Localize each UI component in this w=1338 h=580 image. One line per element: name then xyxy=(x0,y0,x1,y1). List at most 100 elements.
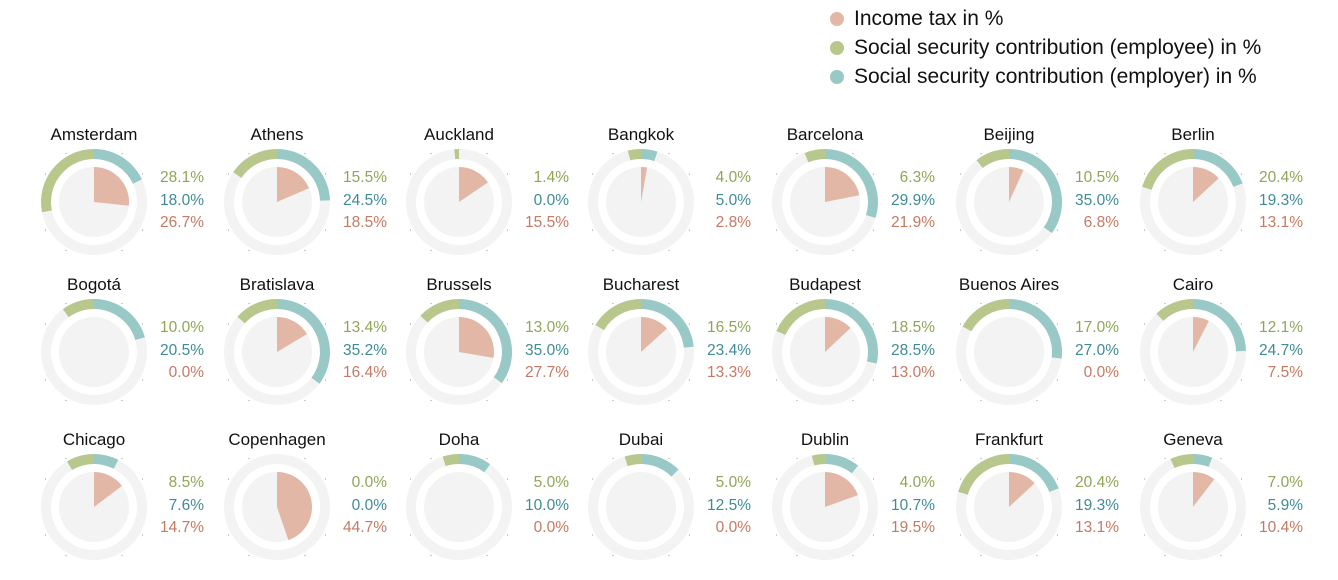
donut-chart xyxy=(955,454,1062,560)
employer-arc xyxy=(277,299,330,384)
tick-dot xyxy=(506,323,509,325)
tick-dot xyxy=(44,478,47,480)
tick-dot xyxy=(65,457,67,460)
employee-arc xyxy=(804,149,825,163)
tick-dot xyxy=(1220,399,1222,402)
employee-arc xyxy=(1142,149,1193,190)
city-chart-budapest: Budapest 18.5% 28.5% 13.0% xyxy=(736,275,935,425)
income-tax-wedge xyxy=(459,317,494,358)
tick-dot xyxy=(248,457,250,460)
city-name: Cairo xyxy=(1172,275,1214,294)
income-tax-wedge xyxy=(459,167,488,202)
tick-dot xyxy=(591,229,594,231)
employee-arc xyxy=(958,454,1009,495)
tick-dot xyxy=(688,534,691,536)
employer-arc xyxy=(1009,149,1062,234)
tick-dot xyxy=(1036,152,1038,155)
tick-dot xyxy=(668,554,670,557)
city-name: Amsterdam xyxy=(50,125,138,144)
tick-dot xyxy=(486,249,488,252)
tick-dot xyxy=(1143,379,1146,381)
tick-dot xyxy=(409,478,412,480)
tick-dot xyxy=(980,554,982,557)
tick-dot xyxy=(506,379,509,381)
tick-dot xyxy=(688,379,691,381)
employer-arc xyxy=(641,299,694,348)
city-chart-beijing: Beijing 10.5% 35.0% 6.8% xyxy=(920,125,1119,275)
tick-dot xyxy=(65,249,67,252)
tick-dot xyxy=(1240,379,1243,381)
tick-dot xyxy=(486,399,488,402)
employee-arc xyxy=(1156,299,1193,321)
donut-chart xyxy=(223,149,330,255)
tick-dot xyxy=(430,554,432,557)
tick-dot xyxy=(852,249,854,252)
tick-dot xyxy=(121,399,123,402)
tick-dot xyxy=(1036,249,1038,252)
city-name: Dubai xyxy=(618,430,664,449)
city-name: Chicago xyxy=(62,430,126,449)
tick-dot xyxy=(65,399,67,402)
tick-dot xyxy=(1143,534,1146,536)
city-chart-amsterdam: Amsterdam 28.1% 18.0% 26.7% xyxy=(5,125,204,275)
tick-dot xyxy=(1036,554,1038,557)
tick-dot xyxy=(612,302,614,305)
employer-arc xyxy=(641,149,658,162)
tick-dot xyxy=(872,534,875,536)
employer-arc xyxy=(459,454,491,473)
tick-dot xyxy=(688,323,691,325)
tick-dot xyxy=(1240,534,1243,536)
tick-dot xyxy=(44,323,47,325)
tick-dot xyxy=(591,478,594,480)
tick-dot xyxy=(430,152,432,155)
tick-dot xyxy=(612,399,614,402)
tick-dot xyxy=(227,379,230,381)
tick-dot xyxy=(959,173,962,175)
employer-arc xyxy=(825,454,859,474)
employee-arc xyxy=(442,454,459,467)
tick-dot xyxy=(44,379,47,381)
tick-dot xyxy=(612,152,614,155)
employer-arc xyxy=(1009,454,1059,492)
tick-dot xyxy=(227,229,230,231)
tick-dot xyxy=(852,554,854,557)
tick-dot xyxy=(409,173,412,175)
income-tax-wedge xyxy=(825,472,858,507)
tick-dot xyxy=(248,399,250,402)
income-tax-wedge xyxy=(825,167,860,202)
income-tax-wedge xyxy=(94,472,122,507)
donut-chart xyxy=(771,454,878,560)
tick-dot xyxy=(1164,457,1166,460)
tick-dot xyxy=(65,302,67,305)
tick-dot xyxy=(872,379,875,381)
tick-dot xyxy=(872,323,875,325)
income-tax-wedge xyxy=(1009,472,1035,507)
tick-dot xyxy=(121,457,123,460)
income-tax-wedge xyxy=(641,317,667,352)
city-chart-bangkok: Bangkok 4.0% 5.0% 2.8% xyxy=(552,125,751,275)
city-chart-bogot-: Bogotá 10.0% 20.5% 0.0% xyxy=(5,275,204,425)
city-name: Copenhagen xyxy=(228,430,326,449)
pie-background xyxy=(974,317,1044,387)
city-chart-barcelona: Barcelona 6.3% 29.9% 21.9% xyxy=(736,125,935,275)
tick-dot xyxy=(1240,229,1243,231)
tick-dot xyxy=(304,302,306,305)
employer-arc xyxy=(94,149,142,184)
tick-dot xyxy=(852,457,854,460)
legend-label: Income tax in % xyxy=(854,7,1004,30)
tick-dot xyxy=(668,399,670,402)
tick-dot xyxy=(44,229,47,231)
tick-dot xyxy=(121,554,123,557)
tick-dot xyxy=(227,173,230,175)
tick-dot xyxy=(775,534,778,536)
employer-arc xyxy=(1193,299,1246,352)
tick-dot xyxy=(591,379,594,381)
employee-arc xyxy=(1170,454,1193,469)
tick-dot xyxy=(506,478,509,480)
tick-dot xyxy=(959,379,962,381)
employee-arc xyxy=(40,149,94,213)
income-tax-wedge xyxy=(277,317,308,352)
tick-dot xyxy=(980,152,982,155)
tick-dot xyxy=(796,457,798,460)
tick-dot xyxy=(591,323,594,325)
